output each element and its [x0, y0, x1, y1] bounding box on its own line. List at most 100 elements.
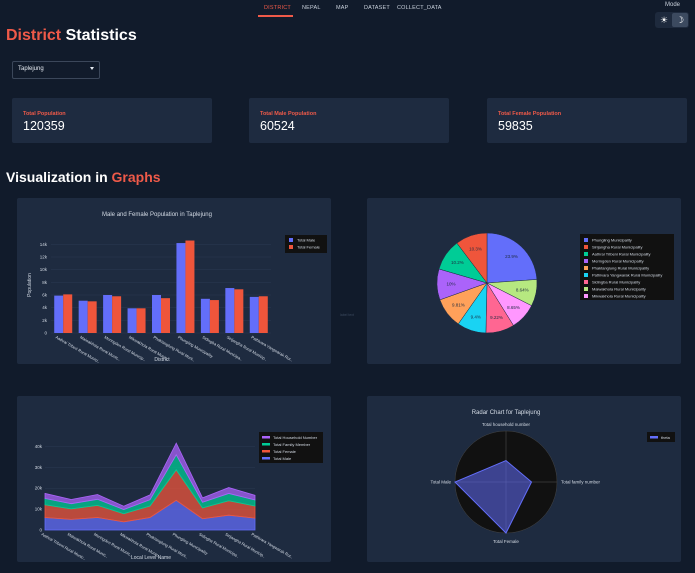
x-axis-label: District — [154, 357, 170, 363]
legend-label: Total Female — [273, 449, 297, 454]
bar — [136, 308, 146, 333]
pie-chart: 23.9% 8.64% 8.65% 9.22% 9.4% 9.81% 10% 10.2% 10.… — [436, 232, 674, 334]
bar — [176, 243, 186, 333]
legend-swatch — [650, 436, 658, 439]
legend-label: Phaktanglung Rural Municipality — [592, 266, 649, 271]
legend-swatch — [584, 273, 588, 277]
x-tick-label: Aathrai Triberi Rural Munici.. — [55, 335, 101, 364]
y-tick-label: 14k — [40, 242, 48, 247]
legend-label: Meringden Rural Municipality — [592, 259, 644, 264]
y-tick-label: 4k — [42, 305, 48, 310]
legend-label: Mikwakhola Rural Municipality — [592, 294, 646, 299]
chevron-down-icon — [90, 67, 94, 70]
chart-title: Male and Female Population in Taplejung — [102, 212, 212, 218]
top-nav: DISTRICT NEPAL MAP DATASET COLLECT_DATA — [0, 0, 695, 18]
tab-district[interactable]: DISTRICT — [264, 5, 291, 11]
legend-swatch — [262, 436, 270, 439]
bar — [234, 289, 244, 333]
stat-card-male: Total Male Population 60524 — [249, 98, 449, 143]
bar — [112, 296, 122, 333]
bar — [209, 300, 219, 333]
bar — [161, 298, 170, 333]
legend-label: Pathivara Yangwarak Rural Municipality — [592, 273, 662, 278]
radar-axis-label: Total Female — [493, 539, 519, 544]
page-title: District Statistics — [6, 27, 137, 45]
pie-slice-label: 10.2% — [451, 260, 464, 265]
legend-box — [285, 235, 327, 253]
legend-swatch — [262, 457, 270, 460]
page-title-accent: District — [6, 27, 62, 44]
bar — [200, 298, 210, 333]
radar-series — [454, 460, 533, 534]
bar — [225, 288, 235, 333]
stat-label: Total Population — [23, 111, 66, 117]
tab-collect-data[interactable]: COLLECT_DATA — [397, 5, 442, 11]
stat-card-total: Total Population 120359 — [12, 98, 212, 143]
area-chart: 0 10k 20k 30k 40k Aathrai Tribeni Rural Munic… — [35, 432, 323, 561]
pie-slice-label: 9.22% — [490, 315, 503, 320]
legend-swatch — [584, 252, 588, 256]
x-axis-label: Local Level Name — [131, 555, 171, 561]
moon-icon[interactable]: ☽ — [672, 13, 688, 27]
radar-chart-panel: Radar Chart for Taplejung Total household… — [367, 396, 681, 562]
bar — [63, 294, 73, 333]
pie-slice-label: 9.4% — [471, 315, 481, 320]
bar — [152, 295, 161, 333]
legend-label: Phungling Municipality — [592, 238, 632, 243]
legend-swatch — [262, 443, 270, 446]
tab-dataset[interactable]: DATASET — [364, 5, 390, 11]
x-tick-label: Meringden Rural Municip.. — [104, 335, 147, 363]
legend-label: Total Male — [297, 238, 316, 243]
bar-chart-panel: Male and Female Population in Taplejung 0… — [17, 198, 331, 364]
bar — [87, 301, 97, 333]
y-tick-label: 6k — [42, 293, 48, 298]
stat-label: Total Male Population — [260, 111, 317, 117]
legend-label: Sidingba Rural Municipality — [592, 280, 640, 285]
legend-swatch — [584, 245, 588, 249]
legend-swatch — [584, 238, 588, 242]
legend-label: Total Household Number — [273, 435, 318, 440]
stat-value: 120359 — [23, 119, 65, 133]
area-series — [44, 442, 256, 510]
stat-label: Total Female Population — [498, 111, 562, 117]
legend-label: Maiwakhola Rural Municipality — [592, 287, 646, 292]
pie-slice — [486, 232, 538, 284]
bar-chart: Male and Female Population in Taplejung 0… — [27, 212, 327, 364]
tab-map[interactable]: MAP — [336, 5, 349, 11]
y-tick-label: 20k — [35, 486, 43, 491]
y-tick-label: 10k — [35, 507, 43, 512]
legend-swatch — [584, 280, 588, 284]
radar-chart: Radar Chart for Taplejung Total household… — [430, 410, 675, 544]
legend-swatch — [584, 266, 588, 270]
tab-nepal[interactable]: NEPAL — [302, 5, 321, 11]
pie-slice — [456, 232, 488, 284]
page-title-rest: Statistics — [61, 27, 137, 44]
legend-label: Sirijangha Rural Municipality — [592, 245, 642, 250]
mode-label: Mode — [665, 2, 681, 8]
stat-card-female: Total Female Population 59835 — [487, 98, 687, 143]
bar — [185, 240, 195, 333]
legend-label: Total Female — [297, 245, 321, 250]
bar — [103, 295, 113, 333]
sun-icon[interactable]: ☀ — [659, 15, 669, 25]
y-tick-label: 12k — [40, 255, 48, 260]
y-axis-label: Population — [27, 273, 33, 297]
legend-box — [647, 432, 675, 442]
legend-swatch — [584, 259, 588, 263]
y-tick-label: 0 — [44, 331, 47, 336]
bar — [127, 308, 137, 333]
pie-slice-label: 10.3% — [469, 246, 482, 251]
bar — [258, 296, 268, 333]
y-tick-label: 2k — [42, 318, 48, 323]
active-tab-underline — [258, 15, 293, 17]
pie-chart-panel: 23.9% 8.64% 8.65% 9.22% 9.4% 9.81% 10% 10.2% 10.… — [367, 198, 681, 364]
district-select[interactable]: Taplejung — [12, 61, 100, 79]
y-tick-label: 8k — [42, 280, 48, 285]
y-tick-label: 30k — [35, 465, 43, 470]
section-title: Visualization in Graphs — [6, 169, 161, 185]
hidden-label: label text — [340, 313, 355, 317]
y-tick-label: 10k — [40, 267, 48, 272]
legend-swatch — [584, 294, 588, 298]
radar-axis-label: Total family number — [561, 480, 601, 485]
pie-slice-label: 8.64% — [516, 288, 529, 293]
